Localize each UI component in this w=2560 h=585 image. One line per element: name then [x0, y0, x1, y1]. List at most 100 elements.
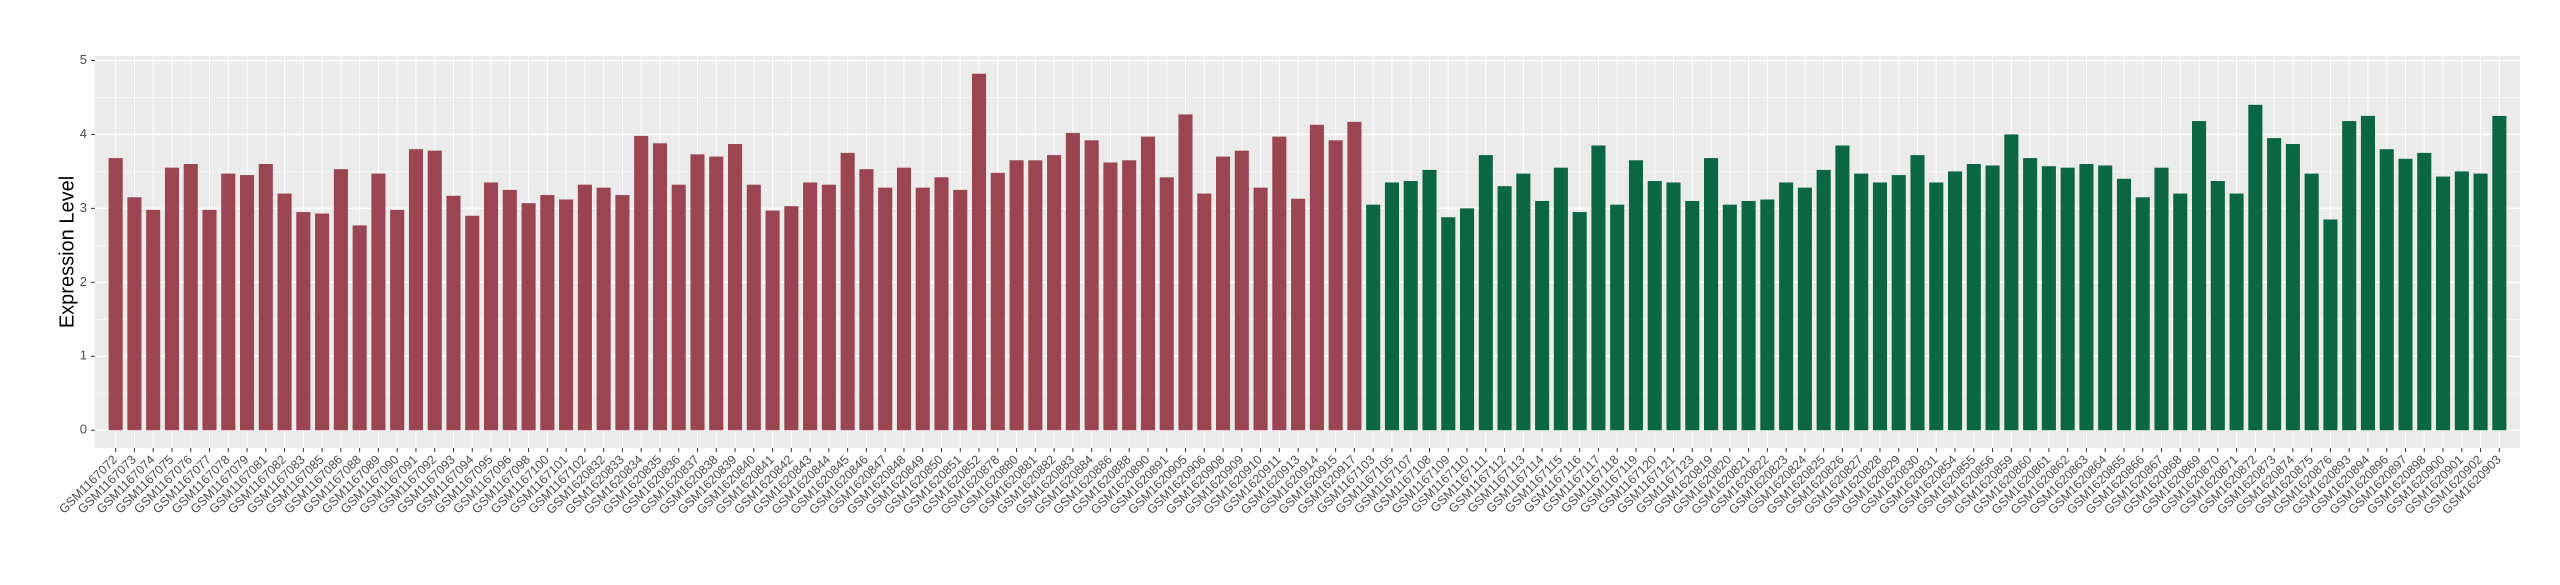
bar [1384, 182, 1400, 431]
bar [690, 154, 705, 431]
bar [1572, 212, 1587, 431]
bar [821, 184, 836, 431]
bar [427, 150, 442, 431]
bar [333, 169, 348, 431]
bar [1234, 150, 1249, 431]
bar [840, 152, 855, 431]
bar [371, 173, 386, 431]
plot-panel [95, 56, 2520, 448]
bar [1122, 160, 1137, 431]
bar [1666, 182, 1681, 431]
bar [803, 182, 818, 431]
bar [1553, 167, 1568, 431]
bar [465, 215, 480, 431]
bar [1272, 136, 1287, 431]
bar [2154, 167, 2169, 431]
bar [1685, 200, 1700, 431]
bar [2135, 197, 2150, 431]
bar [1741, 200, 1756, 431]
bar [277, 193, 292, 431]
bar [2248, 104, 2263, 431]
bar [1366, 204, 1381, 431]
bar [1403, 180, 1418, 431]
bar [2398, 158, 2413, 431]
bar [915, 187, 930, 431]
y-tick-label: 5 [80, 52, 87, 67]
bar [521, 203, 536, 431]
bar [2323, 219, 2338, 431]
bar [1215, 156, 1231, 431]
bar [2417, 152, 2432, 431]
y-tick-label: 2 [80, 274, 87, 289]
bar [483, 182, 499, 431]
bar [896, 167, 911, 431]
bar [1047, 155, 1062, 431]
bar [2229, 193, 2244, 431]
bar [352, 225, 367, 431]
bar [1591, 145, 1606, 431]
bar [2192, 121, 2207, 431]
bar [671, 184, 686, 431]
bar [146, 209, 161, 431]
bar [1610, 204, 1625, 431]
bar [1779, 182, 1794, 431]
bar [2173, 193, 2188, 431]
bar [1009, 160, 1024, 431]
bar [2379, 149, 2394, 431]
bar [2004, 134, 2019, 431]
bar [1835, 145, 1850, 431]
bar [1948, 171, 1963, 431]
bar [2492, 115, 2507, 431]
bar [2041, 166, 2056, 431]
bar [1159, 177, 1174, 431]
bar [1478, 155, 1493, 431]
bar [2060, 167, 2075, 431]
bar [315, 213, 330, 431]
bar [1722, 204, 1737, 431]
bar [1197, 193, 1212, 431]
bar [2342, 121, 2357, 431]
bar [296, 212, 311, 431]
bar [239, 175, 255, 431]
bar [1103, 162, 1118, 431]
bar [1929, 182, 1944, 431]
bar [765, 210, 780, 431]
bar [1497, 186, 1512, 431]
bar [1309, 124, 1324, 431]
bar [559, 199, 574, 431]
bar [390, 209, 405, 431]
bar [202, 209, 217, 431]
bar [221, 173, 236, 431]
bar [652, 143, 667, 431]
bar [127, 197, 142, 431]
bar [1140, 136, 1155, 431]
bar [2116, 178, 2132, 431]
bar [1535, 200, 1550, 431]
bar [934, 177, 949, 431]
bar [408, 149, 423, 431]
bar [1460, 208, 1475, 431]
bar [2360, 115, 2376, 431]
bar [1704, 158, 1719, 431]
bar [1328, 140, 1343, 431]
bar [1422, 169, 1437, 431]
y-tick-label: 3 [80, 200, 87, 215]
bar [502, 189, 517, 431]
bar [1797, 187, 1812, 431]
bar [878, 187, 893, 431]
bar [1854, 173, 1869, 431]
y-tick-label: 1 [80, 348, 87, 363]
bar [446, 195, 461, 431]
bar [2285, 144, 2300, 431]
bar [1628, 160, 1644, 431]
bar [540, 195, 555, 431]
bar [1966, 163, 1981, 431]
bar [990, 172, 1005, 431]
bar [1084, 140, 1099, 431]
bar [746, 184, 761, 431]
bar [1178, 114, 1193, 431]
bar [784, 206, 799, 431]
bar [1816, 169, 1831, 431]
